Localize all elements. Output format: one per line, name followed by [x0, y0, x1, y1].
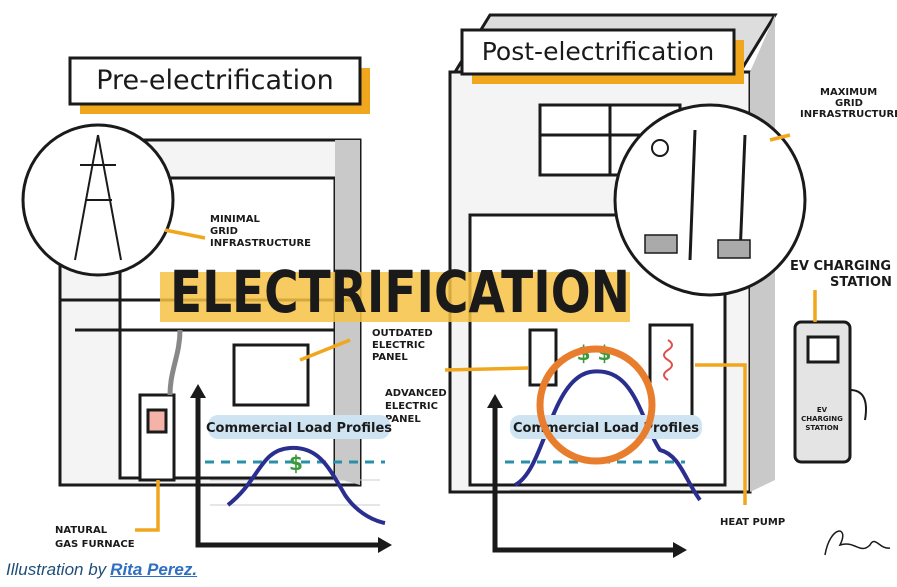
author-link[interactable]: Rita Perez.	[110, 560, 197, 579]
cost-marker: $	[289, 451, 303, 475]
ev-station	[795, 322, 866, 462]
post-title-box: Post-electrification	[462, 30, 744, 84]
page: Pre-electrification Post-electrification…	[0, 0, 897, 587]
graph-label: Commercial Load Profiles	[206, 421, 392, 436]
caption-prefix: Illustration by	[6, 560, 106, 579]
signature	[825, 531, 890, 555]
post-title: Post-electrification	[482, 37, 715, 66]
illustration: Pre-electrification Post-electrification…	[0, 0, 897, 560]
heat-pump-label: HEAT PUMP	[720, 517, 785, 528]
main-title: ELECTRIFICATION	[170, 258, 630, 326]
pre-title: Pre-electrification	[96, 65, 334, 96]
pre-title-box: Pre-electrification	[70, 58, 370, 114]
